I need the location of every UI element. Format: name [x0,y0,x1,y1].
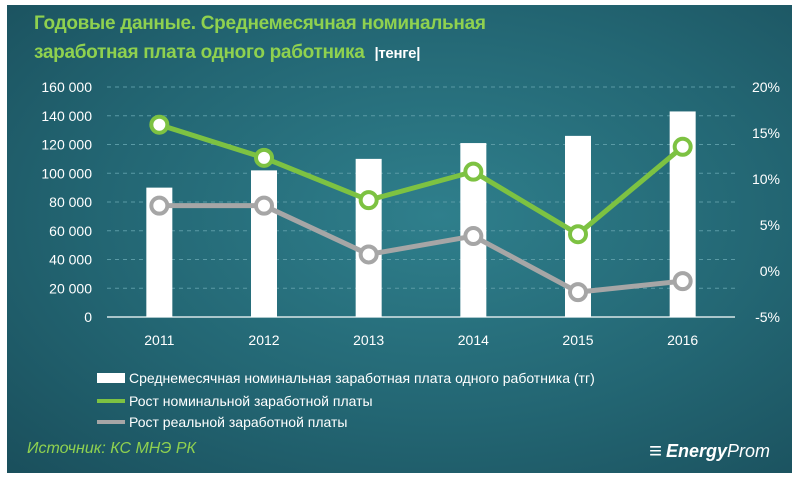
right-tick-label: 15% [752,125,780,141]
legend-swatch-bar [97,373,125,383]
title-text: заработная плата одного работника [34,42,365,63]
right-tick-label: 5% [760,217,780,233]
nominal-point-2014 [463,161,484,182]
chart-title-line2: заработная плата одного работника |тенге… [34,42,420,64]
real-point-2012 [254,195,274,216]
right-tick-label: -5% [755,309,780,325]
energyprom-logo: ≡ Energy Prom [649,438,770,464]
x-tick-label: 2013 [353,332,384,348]
nominal-line [158,122,685,237]
left-tick-label: 80 000 [49,194,92,210]
real-point-2013 [358,244,379,265]
chart-panel: Годовые данные. Среднемесячная номинальн… [7,5,792,473]
chart-title-line1: Годовые данные. Среднемесячная номинальн… [34,13,486,34]
x-tick-label: 2015 [562,332,593,348]
left-tick-label: 160 000 [41,79,92,95]
left-tick-label: 20 000 [49,280,92,296]
bar-2013 [355,158,382,317]
right-tick-label: 20% [752,79,780,95]
nominal-point-2016 [672,136,693,157]
real-point-2011 [149,195,170,216]
left-tick-label: 40 000 [49,252,92,268]
legend-swatch-real [97,420,125,424]
left-tick-label: 60 000 [49,223,92,239]
x-tick-label: 2016 [667,332,698,348]
right-tick-label: 10% [752,171,780,187]
real-point-2014 [463,226,484,247]
title-unit: |тенге| [374,45,421,62]
real-line [159,203,683,295]
logo-bold: Energy [665,440,727,461]
left-tick-label: 120 000 [41,137,92,153]
legend-item-bars: Среднемесячная номинальная заработная пл… [97,370,595,386]
left-tick-label: 0 [84,309,92,325]
real-point-2015 [568,282,588,303]
x-tick-label: 2012 [248,332,279,348]
legend-label: Рост реальной заработной платы [129,414,348,430]
x-tick-label: 2014 [458,332,489,348]
logo-icon: ≡ [649,438,662,463]
legend-item-nominal: Рост номинальной заработной платы [97,393,373,409]
left-tick-label: 140 000 [41,108,92,124]
nominal-point-2012 [254,147,274,168]
bar-2012 [251,170,277,317]
left-tick-label: 100 000 [41,165,92,181]
source-note: Источник: КС МНЭ РК [27,440,196,457]
nominal-point-2013 [358,190,379,211]
legend-item-real: Рост реальной заработной платы [97,414,347,430]
logo-regular: Prom [726,440,770,461]
legend-label: Среднемесячная номинальная заработная пл… [129,370,595,386]
real-point-2016 [672,271,693,292]
legend-swatch-nominal [97,399,125,403]
x-tick-label: 2011 [144,332,174,348]
nominal-point-2011 [149,114,170,135]
right-tick-label: 0% [760,263,780,279]
legend-label: Рост номинальной заработной платы [129,393,373,409]
nominal-point-2015 [568,224,588,245]
